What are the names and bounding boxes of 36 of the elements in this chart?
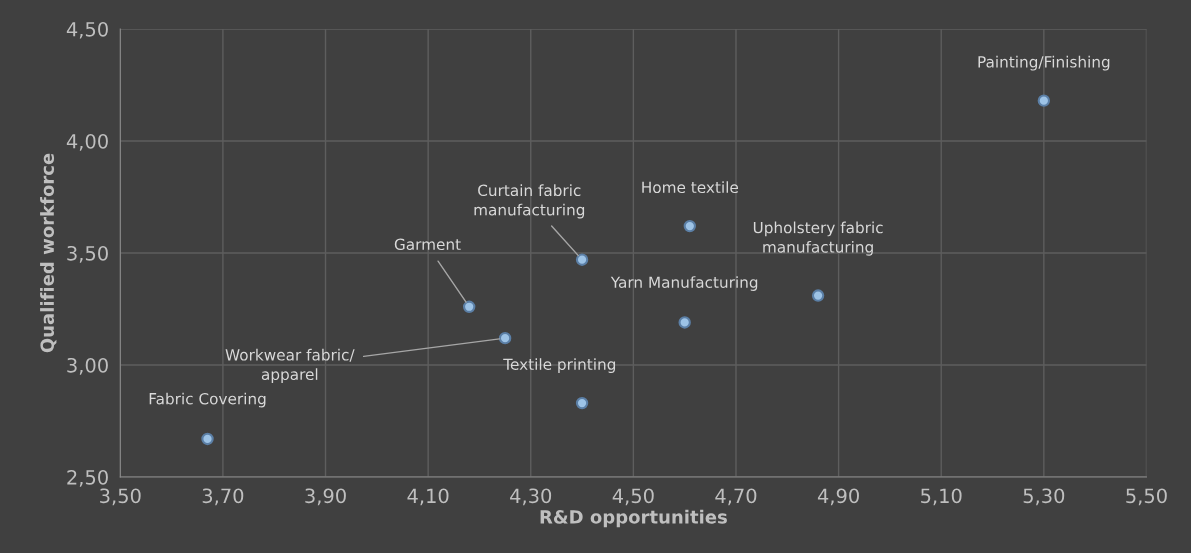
annotation: Home textile xyxy=(642,181,739,194)
annotation: Textile printing xyxy=(503,358,616,373)
annotation: Painting/Finishing xyxy=(978,55,1110,71)
y-tick-label: 2,50 xyxy=(67,469,108,487)
x-tick-label: 4,30 xyxy=(510,488,552,506)
x-tick-label: 4,10 xyxy=(407,488,449,506)
point xyxy=(678,316,691,329)
point xyxy=(201,432,214,446)
point xyxy=(811,289,825,302)
point xyxy=(575,396,589,410)
point xyxy=(1037,94,1051,107)
x-tick-label: 5,30 xyxy=(1023,488,1065,506)
x-axis-title: R&D opportunities xyxy=(540,509,727,528)
y-tick-label: 3,50 xyxy=(67,245,108,263)
point xyxy=(498,331,512,345)
annotation: Fabric Covering xyxy=(149,392,266,408)
annotation: Workwear fabric/ apparel xyxy=(225,348,355,384)
point xyxy=(575,253,589,266)
annotation: Garment xyxy=(394,238,461,251)
y-tick-label: 4,50 xyxy=(66,21,108,39)
x-tick-label: 3,70 xyxy=(202,488,244,506)
annotation: Yarn Manufacturing xyxy=(610,276,758,291)
annotation: Upholstery fabric manufacturing xyxy=(753,221,883,256)
y-tick-label: 4,00 xyxy=(66,133,108,151)
annotation: Curtain fabric manufacturing xyxy=(474,184,585,219)
x-tick-label: 3,90 xyxy=(305,488,346,506)
point xyxy=(683,219,696,233)
point xyxy=(463,300,476,313)
y-tick-label: 3,00 xyxy=(67,357,108,375)
x-tick-label: 3,50 xyxy=(100,488,141,506)
x-tick-label: 4,50 xyxy=(612,488,654,506)
x-tick-label: 5,10 xyxy=(921,488,962,506)
x-tick-label: 4,90 xyxy=(817,488,859,506)
x-tick-label: 4,70 xyxy=(715,488,757,506)
x-tick-label: 5,50 xyxy=(1126,488,1167,506)
y-axis-title: Qualified workforce xyxy=(40,153,57,353)
